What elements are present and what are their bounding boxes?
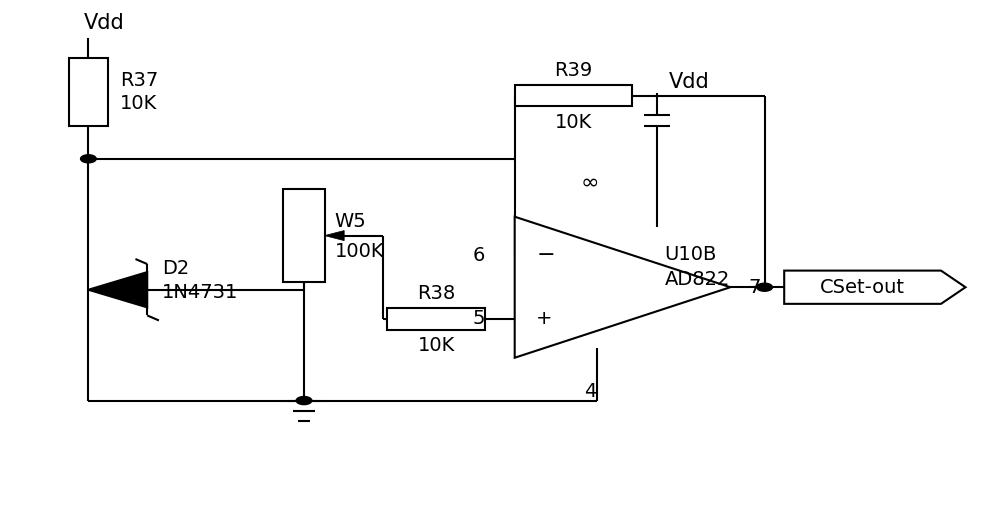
Text: R38: R38 xyxy=(417,284,455,303)
Bar xyxy=(69,58,108,126)
Text: CSet-out: CSet-out xyxy=(820,278,905,297)
Bar xyxy=(387,308,485,329)
Polygon shape xyxy=(88,272,147,307)
Text: W5: W5 xyxy=(334,212,366,231)
Text: 10K: 10K xyxy=(555,113,592,132)
Bar xyxy=(515,85,632,106)
Text: 100K: 100K xyxy=(334,242,384,261)
Text: 10K: 10K xyxy=(418,336,455,355)
Polygon shape xyxy=(325,231,344,241)
Circle shape xyxy=(296,396,312,405)
Text: −: − xyxy=(536,246,555,266)
Circle shape xyxy=(757,283,772,291)
Text: ∞: ∞ xyxy=(581,173,599,192)
Text: R39: R39 xyxy=(554,61,593,80)
Text: 1N4731: 1N4731 xyxy=(162,283,238,302)
Text: 5: 5 xyxy=(473,309,485,328)
Text: 4: 4 xyxy=(584,382,596,401)
Text: 6: 6 xyxy=(473,246,485,265)
Text: Vdd: Vdd xyxy=(84,13,124,33)
Polygon shape xyxy=(784,270,966,304)
Text: D2: D2 xyxy=(162,259,189,278)
Text: +: + xyxy=(536,309,553,328)
Circle shape xyxy=(81,155,96,163)
Text: Vdd: Vdd xyxy=(669,72,709,92)
Text: AD822: AD822 xyxy=(665,270,730,289)
Text: U10B: U10B xyxy=(665,245,717,264)
Text: R37: R37 xyxy=(120,71,158,90)
Polygon shape xyxy=(515,217,730,358)
Bar xyxy=(283,189,325,282)
Text: 7: 7 xyxy=(748,278,760,297)
Text: 10K: 10K xyxy=(120,94,157,113)
